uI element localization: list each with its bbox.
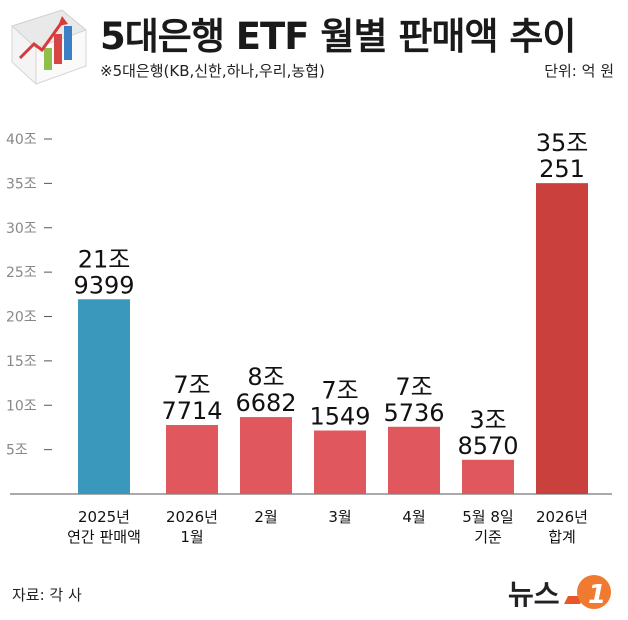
x-tick-label: 기준	[474, 528, 502, 546]
bar-value-label-top: 3조	[469, 406, 506, 434]
x-tick-label: 3월	[328, 508, 351, 526]
y-tick-label: 15조	[6, 354, 37, 370]
y-tick-label: 25조	[6, 265, 37, 281]
bar-value-label-bottom: 9399	[73, 271, 134, 299]
y-tick-label: 30조	[6, 221, 37, 237]
bar	[388, 426, 440, 494]
x-tick-label: 2026년	[536, 508, 588, 526]
bar	[462, 459, 514, 494]
bar-value-label-bottom: 1549	[309, 403, 370, 431]
chart-logo-icon	[11, 9, 87, 86]
bar	[78, 299, 130, 494]
brand-text: 뉴스	[508, 578, 560, 611]
brand-mark: 1	[588, 580, 606, 610]
x-tick-label: 2025년	[78, 508, 130, 526]
bar-value-label-top: 35조	[536, 129, 589, 157]
y-tick-label: 40조	[6, 132, 37, 148]
x-tick-label: 5월 8일	[462, 508, 513, 526]
bar-value-label-top: 7조	[321, 377, 358, 405]
y-tick-label: 5조	[6, 443, 28, 459]
x-tick-label: 4월	[402, 508, 425, 526]
bar-value-label-top: 7조	[173, 371, 210, 399]
bar	[166, 425, 218, 494]
y-tick-label: 10조	[6, 398, 37, 414]
bar-value-label-bottom: 251	[539, 155, 585, 183]
y-tick-label: 35조	[6, 176, 37, 192]
x-tick-label: 2026년	[166, 508, 218, 526]
bar	[536, 183, 588, 495]
chart-title: 5대은행 ETF 월별 판매액 추이	[100, 15, 576, 58]
unit-label: 단위: 억 원	[544, 62, 614, 80]
bar-value-label-top: 7조	[395, 373, 432, 401]
source-label: 자료: 각 사	[12, 586, 82, 604]
x-tick-label: 합계	[548, 528, 576, 546]
x-tick-label: 2월	[254, 508, 277, 526]
bar-value-label-bottom: 8570	[457, 432, 518, 460]
bar-value-label-top: 21조	[78, 245, 131, 273]
bar-value-label-bottom: 6682	[235, 389, 296, 417]
x-tick-label: 1월	[180, 528, 203, 546]
news1-logo: 뉴스 1	[508, 575, 611, 611]
bank-note: ※5대은행(KB,신한,하나,우리,농협)	[100, 62, 325, 80]
bar-value-label-bottom: 5736	[383, 399, 444, 427]
x-tick-label: 연간 판매액	[67, 528, 141, 546]
bar-value-label-top: 8조	[247, 363, 284, 391]
bar-value-label-bottom: 7714	[161, 397, 222, 425]
bar	[314, 430, 366, 494]
y-tick-label: 20조	[6, 310, 37, 326]
bar	[240, 417, 292, 494]
